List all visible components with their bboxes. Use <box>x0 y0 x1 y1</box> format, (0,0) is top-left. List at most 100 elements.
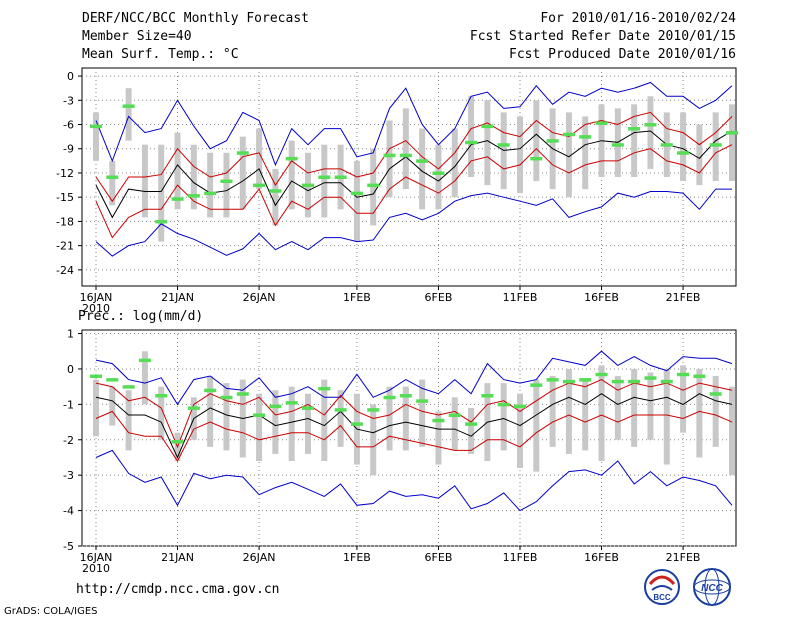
series-line-plus_sd <box>95 379 733 449</box>
spread-box <box>256 393 263 462</box>
series-line-minus_sd <box>95 410 733 462</box>
observed-marker <box>546 139 559 143</box>
x-year-label: 2010 <box>82 562 110 575</box>
y-tick-label: -6 <box>63 119 74 132</box>
observed-marker <box>285 401 298 405</box>
x-tick-label: 16FEB <box>584 291 619 304</box>
panel-precipitation: 1 0 -1 -2 -3 -4 -5 16JAN 21JAN 26JAN 1FEB 6FEB 11FEB… <box>63 328 737 575</box>
observed-marker <box>171 197 184 201</box>
spread-box <box>141 351 148 405</box>
observed-marker <box>318 175 331 179</box>
spread-box <box>517 116 523 194</box>
spread-box <box>631 104 638 177</box>
y-tick-label: -21 <box>56 240 74 253</box>
observed-marker <box>611 379 624 384</box>
observed-marker <box>726 131 738 135</box>
y-tick-label: -24 <box>56 264 74 277</box>
observed-marker <box>350 191 363 196</box>
spread-box <box>174 132 181 210</box>
observed-marker <box>90 374 102 379</box>
spread-box <box>386 120 393 198</box>
spread-box <box>533 379 540 472</box>
spread-box <box>451 397 458 451</box>
x-tick-label: 16FEB <box>584 551 619 564</box>
observed-marker <box>660 379 673 384</box>
spread-box <box>402 108 409 190</box>
panel-temperature: 0 -3 -6 -9 -12 -15 -18 -21 -24 16JAN 21JAN 26JAN 1FE… <box>56 67 738 315</box>
spread-box <box>109 386 116 426</box>
observed-marker <box>481 394 494 398</box>
spread-box <box>435 144 442 210</box>
observed-marker <box>138 358 151 363</box>
x-tick-label: 6FEB <box>425 551 453 564</box>
spread-box <box>468 407 475 454</box>
spread-box <box>484 100 491 186</box>
y-tick-label: 0 <box>67 363 74 376</box>
spread-box <box>647 96 654 169</box>
observed-marker <box>432 171 445 175</box>
spread-box <box>321 379 328 462</box>
source-url[interactable]: http://cmdp.ncc.cma.gov.cn <box>76 582 280 597</box>
x-tick-label: 26JAN <box>243 291 276 304</box>
observed-marker <box>448 413 461 417</box>
x-tick-label: 16JAN <box>80 551 113 564</box>
x-tick-label: 26JAN <box>243 551 276 564</box>
observed-marker <box>644 376 657 380</box>
spread-box <box>305 393 311 454</box>
observed-marker <box>106 378 119 382</box>
observed-marker <box>155 219 168 224</box>
observed-marker <box>334 408 347 412</box>
observed-marker <box>432 418 445 423</box>
y-tick-label: -3 <box>63 94 74 107</box>
spread-box <box>712 112 719 182</box>
observed-marker <box>660 143 673 147</box>
spread-box <box>565 112 572 198</box>
spread-box <box>451 128 458 198</box>
series-line-minus_sd <box>95 144 733 239</box>
x-tick-label: 21FEB <box>666 291 701 304</box>
spread-box <box>207 376 214 447</box>
spread-box <box>582 116 589 190</box>
observed-marker <box>709 143 722 147</box>
spread-box <box>272 168 279 226</box>
spread-box <box>223 383 230 451</box>
x-tick-label: 21JAN <box>161 291 194 304</box>
observed-marker <box>628 127 641 131</box>
observed-marker <box>611 143 624 147</box>
observed-marker <box>416 399 429 403</box>
observed-marker <box>171 440 184 444</box>
observed-marker <box>530 156 543 161</box>
observed-marker <box>595 121 608 125</box>
produced-date: Fcst Produced Date 2010/01/16 <box>509 47 736 62</box>
observed-marker <box>465 422 478 426</box>
observed-marker <box>644 123 657 127</box>
spread-box <box>598 365 605 462</box>
started-date: Fcst Started Refer Date 2010/01/15 <box>469 29 736 44</box>
spread-box <box>402 386 409 451</box>
spread-box <box>680 365 687 433</box>
spread-box <box>141 144 148 218</box>
x-tick-label: 1FEB <box>343 291 371 304</box>
observed-marker <box>122 385 135 389</box>
prec-panel-title: Prec.: log(mm/d) <box>78 309 204 324</box>
spread-box <box>190 144 197 210</box>
x-tick-label: 21JAN <box>161 551 194 564</box>
spread-box <box>386 386 393 451</box>
observed-marker <box>709 392 722 396</box>
spread-box <box>158 386 165 440</box>
series-line-mean <box>95 393 733 459</box>
y-tick-label: -9 <box>63 143 74 156</box>
observed-marker <box>220 179 233 184</box>
observed-marker <box>269 404 282 409</box>
spread-box <box>663 368 670 465</box>
observed-marker <box>562 379 575 384</box>
observed-marker <box>465 140 478 145</box>
observed-marker <box>383 395 396 400</box>
observed-marker <box>302 183 314 188</box>
x-tick-label: 21FEB <box>666 551 701 564</box>
y-tick-label: -12 <box>56 167 74 180</box>
spread-box <box>712 376 719 447</box>
observed-marker <box>677 372 690 377</box>
spread-box <box>109 160 116 206</box>
